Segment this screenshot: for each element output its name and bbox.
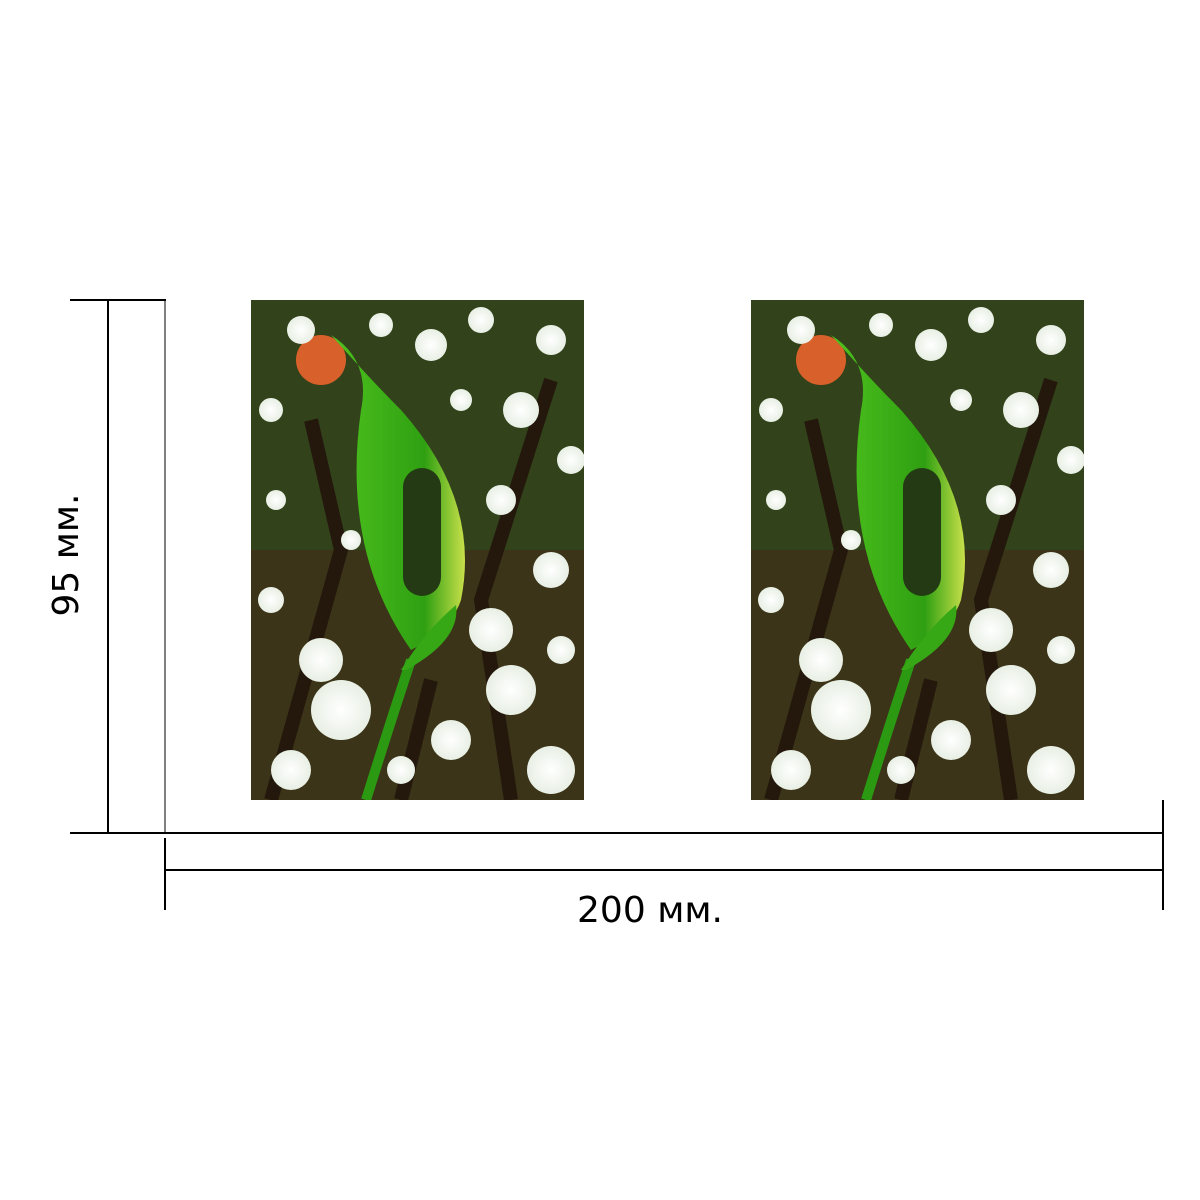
height-dimension: 95 мм. bbox=[46, 299, 166, 834]
width-label: 200 мм. bbox=[577, 890, 723, 931]
product-photo bbox=[251, 300, 585, 800]
height-label: 95 мм. bbox=[46, 493, 87, 616]
width-dimension: 200 мм. bbox=[164, 800, 1164, 931]
product-photo bbox=[751, 300, 1085, 800]
